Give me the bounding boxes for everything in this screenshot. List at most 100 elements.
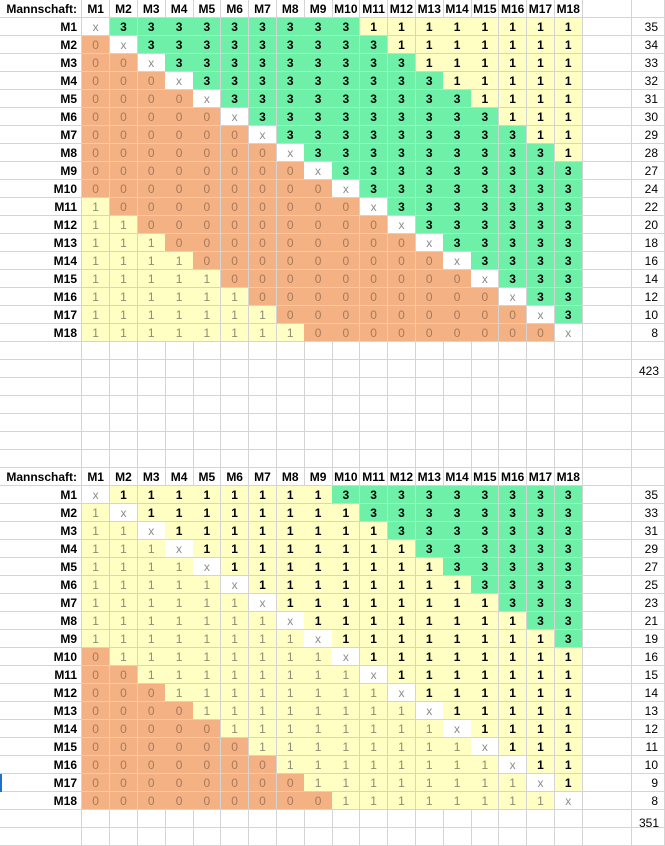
row-label[interactable]: M4 <box>0 72 82 90</box>
result-cell[interactable]: 3 <box>471 126 500 144</box>
column-header[interactable]: M4 <box>165 468 194 486</box>
result-cell[interactable]: 3 <box>165 36 194 54</box>
row-label[interactable]: M16 <box>0 756 82 774</box>
grid-cell-empty[interactable] <box>0 450 82 468</box>
row-label[interactable]: M3 <box>0 522 82 540</box>
result-cell[interactable]: 3 <box>193 36 222 54</box>
grid-cell-empty[interactable] <box>582 450 632 468</box>
result-cell[interactable]: 3 <box>499 198 528 216</box>
result-cell[interactable]: 0 <box>193 216 222 234</box>
grid-cell-empty[interactable] <box>582 216 632 234</box>
result-cell[interactable]: 1 <box>499 792 528 810</box>
result-cell[interactable]: 1 <box>471 756 500 774</box>
result-cell[interactable]: 1 <box>554 108 583 126</box>
grid-cell-empty[interactable] <box>582 360 632 378</box>
grid-cell-empty[interactable] <box>304 342 333 360</box>
result-cell[interactable]: 1 <box>221 288 250 306</box>
grid-cell-empty[interactable] <box>360 378 389 396</box>
result-cell[interactable]: 0 <box>137 198 166 216</box>
grid-cell-empty[interactable] <box>276 810 305 828</box>
grid-cell-empty[interactable] <box>221 450 250 468</box>
grid-cell-empty[interactable] <box>387 360 417 378</box>
result-cell[interactable]: 0 <box>109 108 139 126</box>
row-total[interactable]: 28 <box>632 144 665 162</box>
result-cell[interactable]: 1 <box>221 702 250 720</box>
result-cell[interactable]: 3 <box>387 180 417 198</box>
result-cell[interactable]: 0 <box>221 180 250 198</box>
result-cell[interactable]: 1 <box>276 684 305 702</box>
result-cell[interactable]: 3 <box>415 180 444 198</box>
result-cell[interactable]: 0 <box>443 306 472 324</box>
result-cell[interactable]: 3 <box>332 486 361 504</box>
result-cell[interactable]: x <box>526 306 556 324</box>
result-cell[interactable]: 3 <box>221 18 250 36</box>
column-header[interactable]: M8 <box>276 468 305 486</box>
row-total[interactable]: 10 <box>632 306 665 324</box>
result-cell[interactable]: 3 <box>526 522 556 540</box>
result-cell[interactable]: 1 <box>193 306 222 324</box>
row-total[interactable]: 16 <box>632 252 665 270</box>
result-cell[interactable]: 0 <box>332 216 361 234</box>
result-cell[interactable]: 3 <box>526 486 556 504</box>
grid-cell-empty[interactable] <box>360 828 389 846</box>
result-cell[interactable]: 1 <box>137 324 166 342</box>
result-cell[interactable]: 0 <box>221 756 250 774</box>
result-cell[interactable]: 1 <box>332 504 361 522</box>
result-cell[interactable]: 1 <box>526 630 556 648</box>
result-cell[interactable]: 3 <box>304 108 333 126</box>
grid-cell-empty[interactable] <box>221 342 250 360</box>
result-cell[interactable]: x <box>471 738 500 756</box>
result-cell[interactable]: 1 <box>221 504 250 522</box>
grid-cell-empty[interactable] <box>221 360 250 378</box>
result-cell[interactable]: 0 <box>82 738 111 756</box>
result-cell[interactable]: 1 <box>471 18 500 36</box>
result-cell[interactable]: 1 <box>526 36 556 54</box>
result-cell[interactable]: 3 <box>332 18 361 36</box>
grid-cell-empty[interactable] <box>471 378 500 396</box>
result-cell[interactable]: 0 <box>221 234 250 252</box>
result-cell[interactable]: 1 <box>471 630 500 648</box>
grand-total[interactable]: 423 <box>638 364 659 378</box>
result-cell[interactable]: 1 <box>415 792 444 810</box>
grid-cell-empty[interactable] <box>109 450 139 468</box>
result-cell[interactable]: 1 <box>332 756 361 774</box>
result-cell[interactable]: 1 <box>221 558 250 576</box>
result-cell[interactable]: 1 <box>248 630 278 648</box>
grid-cell-empty[interactable] <box>526 810 556 828</box>
result-cell[interactable]: 3 <box>526 270 556 288</box>
result-cell[interactable]: 1 <box>137 306 166 324</box>
result-cell[interactable]: 1 <box>165 486 194 504</box>
column-header[interactable]: M13 <box>415 468 444 486</box>
result-cell[interactable]: 1 <box>360 558 389 576</box>
grid-cell-empty[interactable] <box>221 432 250 450</box>
row-label[interactable]: M17 <box>0 306 82 324</box>
grid-cell-empty[interactable] <box>582 774 632 792</box>
result-cell[interactable]: 3 <box>471 504 500 522</box>
result-cell[interactable]: x <box>360 198 389 216</box>
result-cell[interactable]: 1 <box>332 594 361 612</box>
grid-cell-empty[interactable] <box>582 414 632 432</box>
result-cell[interactable]: 1 <box>360 792 389 810</box>
result-cell[interactable]: 3 <box>499 144 528 162</box>
result-cell[interactable]: 0 <box>82 54 111 72</box>
result-cell[interactable]: 1 <box>332 702 361 720</box>
grid-cell-empty[interactable] <box>582 630 632 648</box>
result-cell[interactable]: 3 <box>332 72 361 90</box>
result-cell[interactable]: 3 <box>415 108 444 126</box>
grid-cell-empty[interactable] <box>554 432 583 450</box>
result-cell[interactable]: 1 <box>193 702 222 720</box>
result-cell[interactable]: 0 <box>332 324 361 342</box>
result-cell[interactable]: 3 <box>193 54 222 72</box>
column-header[interactable]: M7 <box>248 468 278 486</box>
result-cell[interactable]: 1 <box>109 522 139 540</box>
result-cell[interactable]: 0 <box>276 162 305 180</box>
result-cell[interactable]: 3 <box>471 558 500 576</box>
row-label[interactable]: M13 <box>0 702 82 720</box>
result-cell[interactable]: 0 <box>165 702 194 720</box>
result-cell[interactable]: 0 <box>248 216 278 234</box>
result-cell[interactable]: 1 <box>360 702 389 720</box>
grid-cell-empty[interactable] <box>193 414 222 432</box>
result-cell[interactable]: 1 <box>304 594 333 612</box>
result-cell[interactable]: 3 <box>471 108 500 126</box>
result-cell[interactable]: 0 <box>248 270 278 288</box>
